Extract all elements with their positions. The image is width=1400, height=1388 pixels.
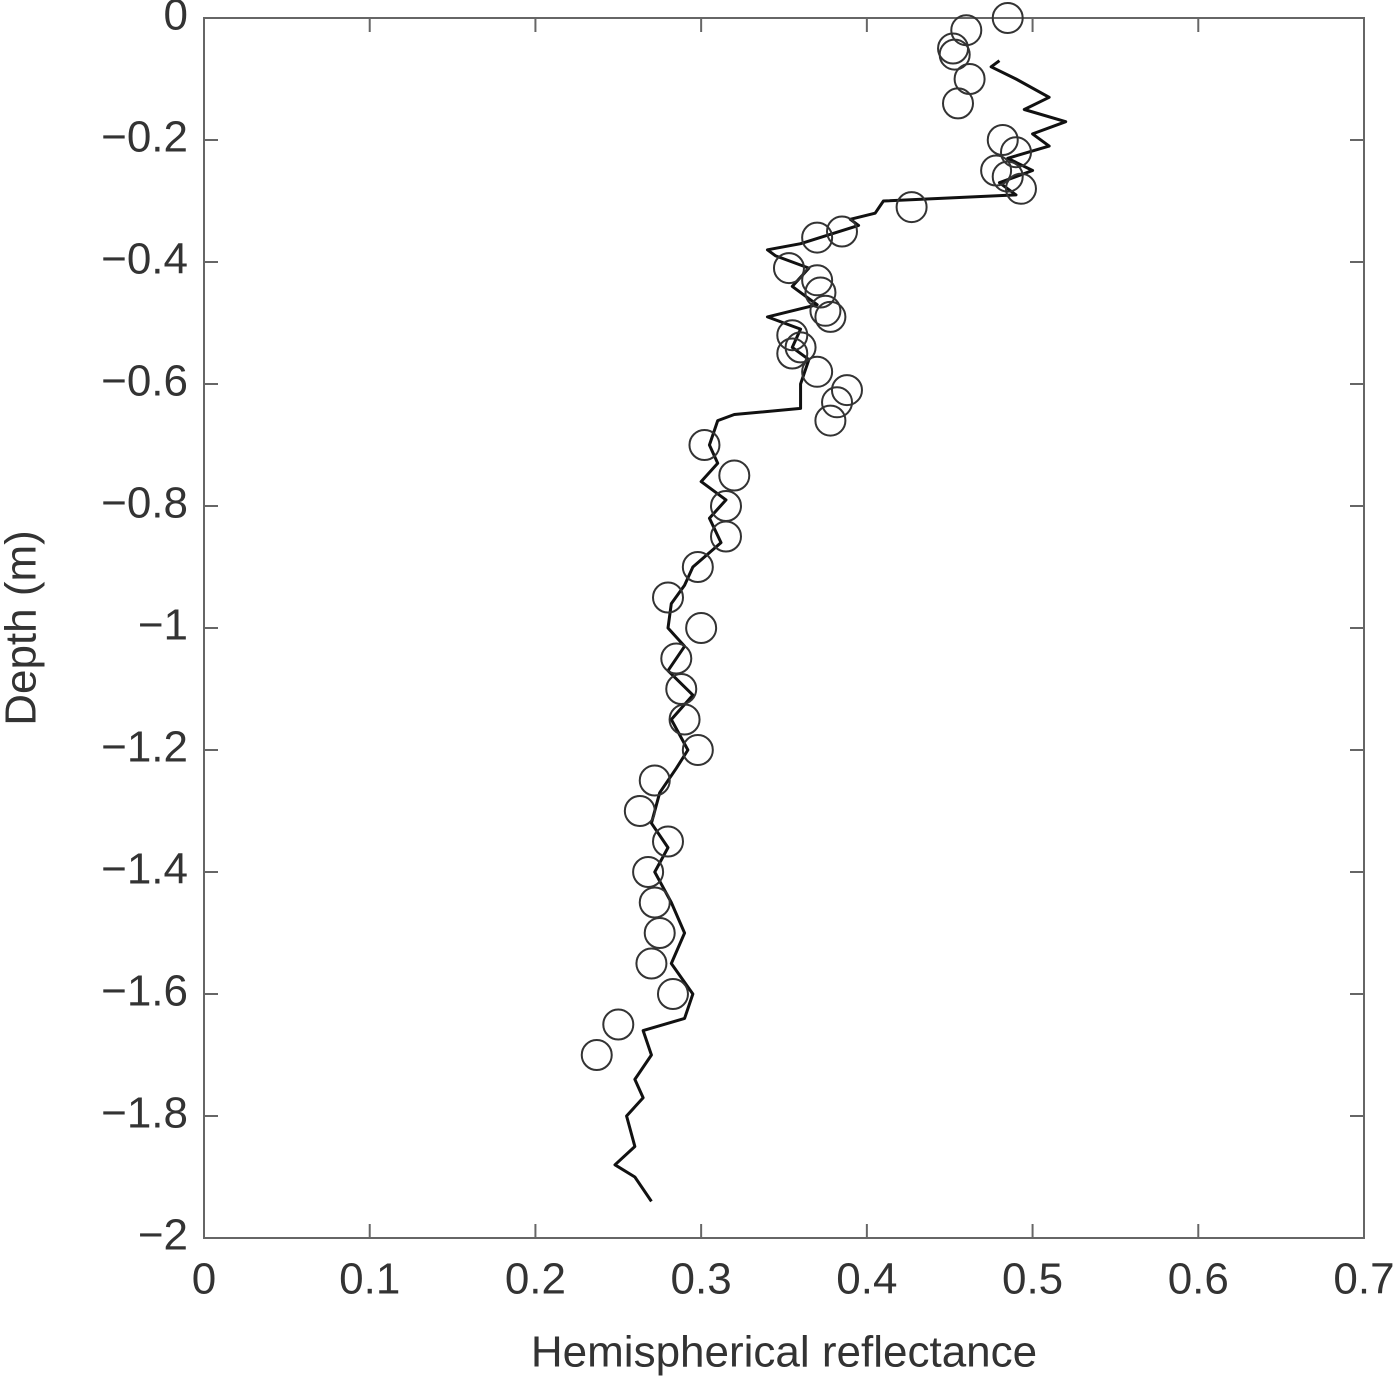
- data-point: [821, 386, 854, 419]
- data-point: [580, 1039, 613, 1071]
- profile-line: [613, 59, 1068, 1203]
- data-point: [685, 612, 718, 644]
- data-point: [814, 404, 847, 437]
- x-tick-label: 0.3: [671, 1255, 732, 1304]
- data-point: [602, 1008, 635, 1041]
- data-point: [660, 642, 693, 675]
- x-tick-label: 0.4: [836, 1255, 897, 1304]
- data-point: [826, 215, 858, 248]
- data-point: [710, 490, 742, 522]
- data-point: [809, 294, 842, 327]
- y-tick-label: −1.6: [101, 967, 188, 1016]
- data-point: [776, 337, 809, 370]
- y-tick-label: −0.4: [101, 235, 188, 284]
- data-point: [632, 856, 665, 888]
- data-point: [623, 795, 656, 827]
- data-point: [638, 886, 671, 919]
- data-point: [1004, 172, 1037, 205]
- data-point: [681, 551, 714, 583]
- data-point: [635, 947, 668, 980]
- data-point: [665, 673, 698, 705]
- y-tick-label: −2: [138, 1211, 188, 1260]
- data-point: [804, 276, 837, 309]
- data-point: [801, 355, 834, 388]
- y-tick-label: −1.8: [101, 1089, 188, 1138]
- data-point: [656, 978, 689, 1010]
- data-point: [681, 734, 714, 766]
- data-point: [991, 2, 1024, 34]
- x-tick-label: 0.5: [1002, 1255, 1063, 1304]
- data-point: [652, 825, 684, 858]
- data-point: [668, 703, 701, 736]
- data-point: [938, 38, 971, 71]
- x-tick-label: 0.1: [339, 1255, 400, 1304]
- x-tick-label: 0.6: [1168, 1255, 1229, 1304]
- data-point: [638, 764, 671, 797]
- data-point: [784, 331, 817, 364]
- data-point: [652, 581, 684, 614]
- data-point: [772, 252, 805, 285]
- data-point: [1000, 136, 1032, 169]
- data-point: [814, 300, 847, 333]
- data-point: [776, 319, 809, 352]
- y-tick-label: 0: [164, 0, 188, 40]
- data-point: [980, 154, 1013, 187]
- y-tick-label: −1: [138, 601, 188, 650]
- data-point: [986, 124, 1019, 156]
- data-point: [991, 160, 1024, 193]
- data-point: [643, 917, 676, 949]
- data-point: [801, 221, 834, 254]
- data-point: [688, 429, 721, 461]
- x-axis-label: Hemispherical reflectance: [531, 1328, 1037, 1377]
- data-point: [953, 63, 986, 95]
- x-tick-label: 0.2: [505, 1255, 566, 1304]
- data-point: [718, 459, 751, 492]
- y-axis-label: Depth (m): [0, 530, 46, 726]
- data-point: [801, 264, 834, 297]
- data-point: [895, 191, 928, 224]
- plot-frame: [203, 17, 1365, 1239]
- y-tick-label: −0.6: [101, 357, 188, 406]
- data-point: [710, 520, 742, 553]
- y-tick-label: −0.2: [101, 113, 188, 162]
- y-tick-label: −1.4: [101, 845, 188, 894]
- data-point: [830, 374, 863, 407]
- x-tick-label: 0: [192, 1255, 216, 1304]
- data-point: [942, 87, 974, 120]
- y-tick-label: −0.8: [101, 479, 188, 528]
- x-tick-label: 0.7: [1333, 1255, 1394, 1304]
- y-tick-label: −1.2: [101, 723, 188, 772]
